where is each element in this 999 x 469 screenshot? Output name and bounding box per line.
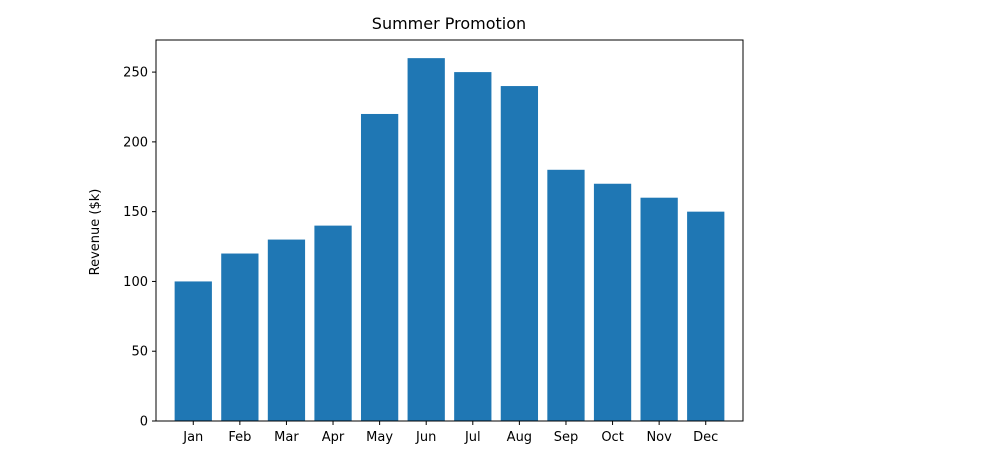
bar-oct: [593, 183, 632, 421]
x-tick-label: Jun: [415, 430, 436, 445]
plot-frame: [155, 39, 744, 422]
bar-jan: [174, 281, 212, 421]
x-tick-label: Nov: [646, 430, 672, 445]
y-tick-label: 50: [131, 345, 148, 360]
x-tick-label: Sep: [554, 430, 579, 445]
bar-jun: [407, 58, 445, 421]
x-axis: Jan Feb Mar Apr May Jun Jul Aug Sep Oct Nov Dec: [182, 421, 718, 445]
bar-feb: [221, 253, 259, 421]
x-tick-label: Jul: [464, 430, 481, 445]
x-tick-label: Feb: [228, 430, 251, 445]
bar-may: [360, 113, 399, 421]
y-tick-label: 0: [140, 415, 148, 430]
bar-apr: [314, 225, 352, 421]
y-axis-label: Revenue ($k): [88, 189, 103, 276]
x-tick-label: Jan: [182, 430, 203, 445]
x-tick-label: Oct: [601, 430, 623, 445]
y-tick-label: 150: [123, 205, 148, 220]
bar-aug: [500, 86, 539, 422]
y-tick-label: 200: [123, 135, 148, 150]
bar-sep: [547, 169, 585, 421]
chart-title: Summer Promotion: [372, 14, 526, 33]
x-tick-label: Apr: [322, 430, 345, 445]
x-tick-label: May: [366, 430, 393, 445]
x-tick-label: Aug: [507, 430, 532, 445]
y-tick-label: 100: [123, 275, 148, 290]
bar-nov: [640, 197, 678, 421]
x-tick-label: Mar: [274, 430, 299, 445]
x-tick-label: Dec: [693, 430, 718, 445]
y-axis: 0 50 100 150 200 250: [123, 66, 156, 430]
y-tick-label: 250: [123, 66, 148, 81]
bars-group: [174, 58, 725, 422]
bar-mar: [267, 239, 306, 421]
bar-dec: [687, 211, 725, 421]
bar-jul: [454, 72, 492, 421]
